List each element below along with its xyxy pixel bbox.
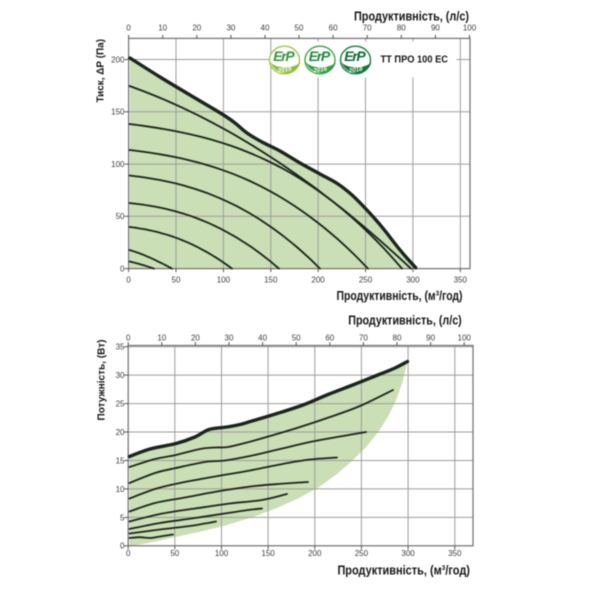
svg-text:20: 20 [192,24,201,33]
svg-text:50: 50 [292,333,301,342]
svg-text:0: 0 [126,276,131,285]
svg-text:50: 50 [295,24,304,33]
svg-text:100: 100 [458,333,472,342]
svg-text:Продуктивність, (м³/год): Продуктивність, (м³/год) [337,564,470,578]
svg-text:10: 10 [157,333,166,342]
svg-text:300: 300 [401,549,415,558]
svg-text:0: 0 [120,265,125,274]
svg-text:Продуктивність, (л/с): Продуктивність, (л/с) [348,313,462,327]
svg-text:200: 200 [311,276,325,285]
svg-text:Продуктивність, (м³/год): Продуктивність, (м³/год) [337,289,463,303]
svg-text:2016: 2016 [312,65,328,74]
svg-text:Потужність, (Вт): Потужність, (Вт) [96,340,108,421]
svg-text:30: 30 [226,24,235,33]
svg-text:0: 0 [126,549,131,558]
svg-text:100: 100 [217,276,231,285]
svg-text:ErP: ErP [273,48,295,64]
svg-text:150: 150 [261,549,275,558]
svg-text:30: 30 [225,333,234,342]
svg-text:90: 90 [426,333,435,342]
svg-text:300: 300 [406,276,420,285]
svg-text:100: 100 [215,549,229,558]
svg-text:50: 50 [170,549,179,558]
svg-text:40: 40 [261,24,270,33]
svg-text:0: 0 [126,333,131,342]
svg-text:20: 20 [116,428,125,437]
svg-text:Тиск, ΔР (Па): Тиск, ΔР (Па) [95,39,107,103]
svg-text:0: 0 [120,542,125,551]
svg-text:0: 0 [126,24,131,33]
svg-text:70: 70 [363,24,372,33]
svg-text:80: 80 [393,333,402,342]
svg-text:200: 200 [308,549,322,558]
svg-text:350: 350 [448,549,462,558]
svg-text:70: 70 [359,333,368,342]
svg-text:ErP: ErP [344,48,366,64]
svg-text:Продуктивність, (л/с): Продуктивність, (л/с) [354,10,469,24]
svg-text:50: 50 [116,212,125,221]
svg-text:2015: 2015 [276,65,292,74]
svg-text:350: 350 [454,276,468,285]
svg-text:60: 60 [329,24,338,33]
svg-text:20: 20 [191,333,200,342]
svg-text:100: 100 [111,160,125,169]
svg-text:30: 30 [116,371,125,380]
svg-text:90: 90 [431,24,440,33]
svg-text:5: 5 [120,513,125,522]
svg-text:10: 10 [116,485,125,494]
svg-text:35: 35 [116,343,125,352]
svg-text:150: 150 [264,276,278,285]
svg-text:ТТ ПРО 100 ЕС: ТТ ПРО 100 ЕС [381,54,449,66]
svg-text:10: 10 [158,24,167,33]
svg-text:250: 250 [355,549,369,558]
svg-text:150: 150 [111,108,125,117]
svg-text:25: 25 [116,400,125,409]
svg-text:60: 60 [325,333,334,342]
svg-text:200: 200 [111,55,125,64]
svg-text:80: 80 [397,24,406,33]
svg-text:50: 50 [172,276,181,285]
svg-text:15: 15 [116,456,125,465]
svg-text:ErP: ErP [309,48,331,64]
svg-text:100: 100 [463,24,477,33]
svg-text:250: 250 [359,276,373,285]
svg-text:2018: 2018 [347,65,363,74]
svg-text:40: 40 [258,333,267,342]
